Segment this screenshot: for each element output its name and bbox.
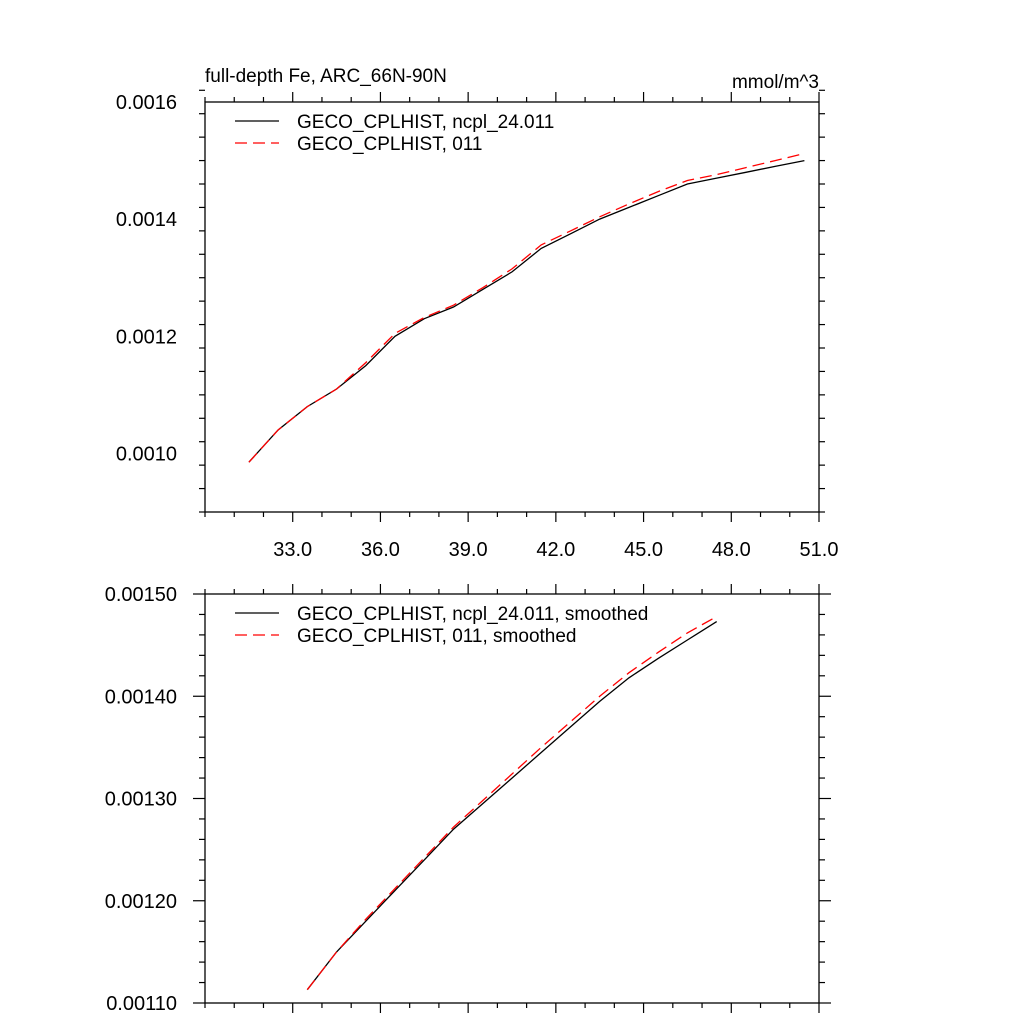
x-tick-label: 36.0 xyxy=(361,539,400,561)
legend-label: GECO_CPLHIST, ncpl_24.011, smoothed xyxy=(297,604,648,625)
x-tick-label: 39.0 xyxy=(449,539,488,561)
plot-frame xyxy=(204,101,820,513)
bottom-panel: 0.00110 0.00120 0.00130 0.00140 0.00150 GECO_… xyxy=(105,584,831,1015)
y-tick-label: 0.00140 xyxy=(105,686,177,708)
plot-frame xyxy=(204,593,820,1004)
top-panel: 33.0 36.0 39.0 42.0 45.0 48.0 51.0 0.0010 0.0012… xyxy=(116,66,839,561)
y-tick-label: 0.00150 xyxy=(105,584,177,606)
series-line-1 xyxy=(248,152,805,463)
x-tick-label: 51.0 xyxy=(800,539,839,561)
y-tick-label: 0.00130 xyxy=(105,789,177,811)
legend-label: GECO_CPLHIST, ncpl_24.011 xyxy=(297,112,554,133)
legend-label: GECO_CPLHIST, 011 xyxy=(297,134,483,155)
y-tick-label: 0.0010 xyxy=(116,443,177,465)
y-tick-label: 0.00110 xyxy=(106,993,177,1015)
legend-label: GECO_CPLHIST, 011, smoothed xyxy=(297,626,577,647)
chart-title: full-depth Fe, ARC_66N-90N xyxy=(205,66,447,87)
units-label: mmol/m^3 xyxy=(732,72,819,93)
y-tick-label: 0.0016 xyxy=(116,92,177,114)
y-tick-label: 0.00120 xyxy=(105,891,177,913)
x-tick-label: 42.0 xyxy=(536,539,575,561)
series-line-1 xyxy=(306,615,718,991)
y-tick-label: 0.0014 xyxy=(116,209,177,231)
x-tick-label: 48.0 xyxy=(712,539,751,561)
x-tick-label: 33.0 xyxy=(273,539,312,561)
series-line-0 xyxy=(306,621,718,991)
x-tick-label: 45.0 xyxy=(624,539,663,561)
y-tick-label: 0.0012 xyxy=(116,326,177,348)
series-line-0 xyxy=(248,159,805,463)
